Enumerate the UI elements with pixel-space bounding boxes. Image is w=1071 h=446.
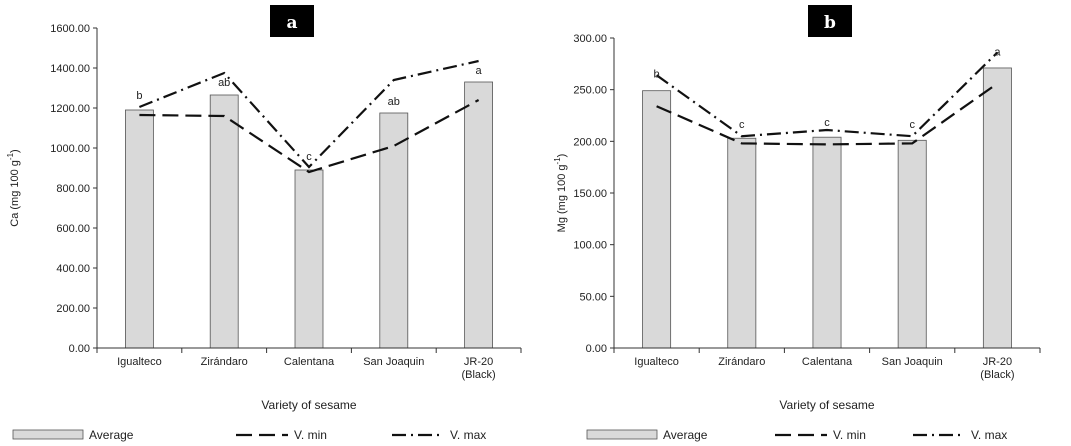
c0-ytick-label: 200.00 <box>56 303 90 315</box>
c1-ytick-label: 200.00 <box>573 136 607 148</box>
c0-bar-1 <box>209 94 239 349</box>
c0-category-label-line: Zirándaro <box>201 356 248 368</box>
c1-legend-label-average: Average <box>663 428 708 442</box>
c0-y-axis-label-end: ) <box>9 149 21 153</box>
c1-ytick-label: 300.00 <box>573 33 607 45</box>
c0-significance-letter-0: b <box>136 90 142 102</box>
c1-significance-letter-2: c <box>824 117 830 129</box>
c1-category-label-line: San Joaquin <box>882 356 943 368</box>
c1-y-axis-label: Mg (mg 100 g-1) <box>553 154 568 233</box>
c0-category-label-3: San Joaquin <box>363 356 424 368</box>
c1-y-axis-label-end: ) <box>556 154 568 158</box>
c0-y-axis-label-main: Ca (mg 100 g <box>9 160 21 227</box>
c0-category-label-line: Calentana <box>284 356 335 368</box>
chart-mg: 0.00 50.00 100.00 150.00 200.00 250.00 300.00 I… <box>553 5 1041 442</box>
c0-legend-label-vmin: V. min <box>294 428 327 442</box>
c1-bar-2 <box>812 136 842 349</box>
c0-category-label-4: JR-20 (Black) <box>461 356 495 381</box>
c0-category-label-line: JR-20 <box>464 356 493 368</box>
c0-category-label-2: Calentana <box>284 356 335 368</box>
c1-significance-letter-0: b <box>654 68 660 80</box>
c0-significance-letter-3: ab <box>388 96 400 108</box>
c0-category-label-line: (Black) <box>461 369 495 381</box>
c0-significance-letter-2: c <box>306 151 312 163</box>
c1-bar-3 <box>897 139 927 349</box>
c1-legend-label-vmin: V. min <box>833 428 866 442</box>
c0-significance-letter-1: ab <box>218 77 230 89</box>
c0-legend-label-average: Average <box>89 428 134 442</box>
c1-category-label-3: San Joaquin <box>882 356 943 368</box>
c0-ytick-label: 800.00 <box>56 183 90 195</box>
c0-category-label-0: Igualteco <box>117 356 162 368</box>
c1-y-axis-label-main: Mg (mg 100 g <box>556 164 568 232</box>
c1-legend-swatch-average <box>586 429 658 440</box>
c0-panel-label-box <box>270 5 314 37</box>
c0-line-vmin <box>139 99 480 174</box>
c0-category-label-line: San Joaquin <box>363 356 424 368</box>
c1-bar-1 <box>727 137 757 349</box>
c0-ytick-label: 400.00 <box>56 263 90 275</box>
c1-category-label-line: (Black) <box>980 369 1014 381</box>
c1-significance-letter-4: a <box>994 47 1001 59</box>
c0-y-axis-label-sup: -1 <box>6 152 15 160</box>
c1-ytick-label: 250.00 <box>573 85 607 97</box>
c0-category-label-line: Igualteco <box>117 356 162 368</box>
c1-bar-4 <box>982 67 1012 349</box>
c1-ytick-label: 150.00 <box>573 188 607 200</box>
c1-category-label-2: Calentana <box>802 356 853 368</box>
c0-panel-label: a <box>286 13 297 33</box>
c1-x-axis-title: Variety of sesame <box>779 398 874 412</box>
c1-y-axis-label-sup: -1 <box>553 157 562 165</box>
c0-x-axis-title: Variety of sesame <box>261 398 356 412</box>
c0-y-axis-label: Ca (mg 100 g-1) <box>6 149 21 226</box>
c0-ytick-label: 1400.00 <box>50 63 90 75</box>
c1-legend-label-vmax: V. max <box>971 428 1007 442</box>
c1-bar-0 <box>642 90 672 349</box>
c1-ytick-label: 50.00 <box>579 291 607 303</box>
c1-category-label-line: Igualteco <box>634 356 679 368</box>
c0-ytick-label: 1000.00 <box>50 143 90 155</box>
c1-category-label-0: Igualteco <box>634 356 679 368</box>
c1-category-label-line: JR-20 <box>983 356 1012 368</box>
c0-ytick-label: 0.00 <box>69 343 90 355</box>
c1-category-label-1: Zirándaro <box>718 356 765 368</box>
c1-category-label-line: Zirándaro <box>718 356 765 368</box>
c0-ytick-label: 1600.00 <box>50 23 90 35</box>
c0-bar-4 <box>464 81 493 349</box>
c0-bar-3 <box>379 112 409 349</box>
c0-category-label-1: Zirándaro <box>201 356 248 368</box>
c0-ytick-label: 1200.00 <box>50 103 90 115</box>
c0-line-vmax <box>138 59 479 169</box>
c1-line-vmin <box>656 82 999 146</box>
c1-category-label-line: Calentana <box>802 356 853 368</box>
c1-ytick-label: 100.00 <box>573 240 607 252</box>
c0-significance-letter-4: a <box>476 65 483 77</box>
c1-category-label-4: JR-20 (Black) <box>980 356 1014 381</box>
c1-panel-label: b <box>824 13 836 33</box>
c0-legend-swatch-average <box>12 429 84 440</box>
c1-line-vmax <box>655 51 999 138</box>
chart-ca: 0.00 200.00 400.00 600.00 800.00 1000.00 1200.… <box>6 5 522 442</box>
c0-ytick-label: 600.00 <box>56 223 90 235</box>
c0-bar-0 <box>125 109 154 349</box>
c0-bar-2 <box>294 169 324 349</box>
c1-significance-letter-1: c <box>739 119 745 131</box>
c1-significance-letter-3: c <box>909 119 915 131</box>
c1-panel-label-box <box>808 5 852 37</box>
c1-ytick-label: 0.00 <box>586 343 607 355</box>
c0-legend-label-vmax: V. max <box>450 428 486 442</box>
